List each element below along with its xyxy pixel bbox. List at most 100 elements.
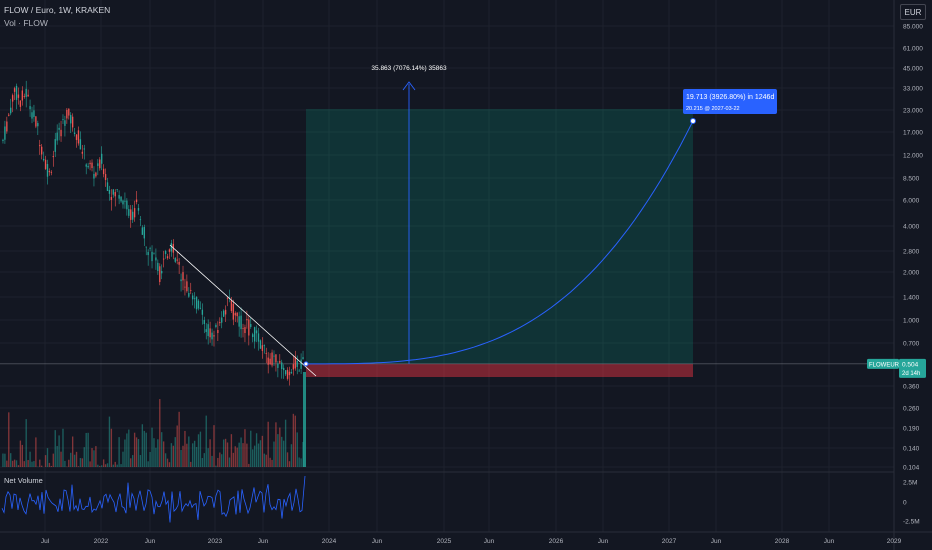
candle-body <box>234 313 236 316</box>
candle-body <box>259 340 262 349</box>
candle-body <box>174 257 176 262</box>
candle-body <box>294 356 296 369</box>
candle-body <box>244 327 246 334</box>
candle-body <box>110 196 113 200</box>
volume-bar <box>99 465 101 467</box>
x-tick-label: Jun <box>484 538 495 545</box>
volume-bar <box>91 448 93 467</box>
y-tick-label: 0.190 <box>903 426 920 433</box>
volume-bar <box>106 463 109 467</box>
volume-bar <box>101 465 103 467</box>
volume-bar <box>248 463 250 467</box>
volume-bar <box>203 453 205 467</box>
candle-body <box>298 370 300 372</box>
volume-bar <box>238 442 240 467</box>
candle-body <box>2 139 4 141</box>
volume-bar <box>122 451 124 467</box>
candle-body <box>25 88 27 97</box>
volume-bar <box>79 458 82 467</box>
volume-bar <box>234 446 236 467</box>
volume-bar <box>275 422 277 467</box>
volume-bar <box>149 451 151 467</box>
x-tick-label: Jun <box>824 538 835 545</box>
symbol-title[interactable]: FLOW / Euro, 1W, KRAKEN <box>4 5 111 15</box>
volume-bar <box>290 444 293 467</box>
candle-body <box>77 130 80 144</box>
volume-bar <box>31 461 33 467</box>
candle-body <box>267 357 269 365</box>
volume-bar <box>224 438 227 467</box>
volume-bar <box>141 424 144 467</box>
volume-bar <box>124 439 126 467</box>
volume-bar <box>215 465 217 467</box>
candle-body <box>145 246 147 248</box>
volume-bar <box>58 435 60 467</box>
y-tick-label: 1.400 <box>903 295 920 302</box>
candle-body <box>149 247 151 249</box>
x-tick-label: Jun <box>598 538 609 545</box>
y-tick-label: 2.000 <box>903 270 920 277</box>
candle-body <box>253 327 256 342</box>
candle-body <box>52 156 54 158</box>
volume-bar <box>178 411 180 467</box>
volume-bar <box>279 427 281 467</box>
volume-bar <box>155 447 157 467</box>
candle-body <box>257 333 260 342</box>
volume-bar <box>143 430 145 467</box>
volume-bar <box>83 447 85 467</box>
candle-body <box>263 345 265 347</box>
volume-bar <box>199 431 202 467</box>
volume-bar <box>118 437 120 467</box>
volume-bar <box>116 464 118 467</box>
x-tick-label: 2025 <box>437 538 452 545</box>
candle-body <box>114 192 116 197</box>
candle-body <box>182 272 184 281</box>
candle-body <box>246 318 248 321</box>
candle-body <box>56 132 58 141</box>
volume-legend[interactable]: Vol · FLOW <box>4 18 48 28</box>
volume-bar <box>102 459 105 467</box>
volume-bar <box>52 453 54 467</box>
candle-body <box>126 200 128 210</box>
candle-body <box>70 115 72 124</box>
volume-bar <box>46 448 49 467</box>
volume-bar <box>211 455 213 467</box>
candle-body <box>265 353 267 354</box>
candle-body <box>230 300 233 311</box>
candle-body <box>188 293 190 297</box>
candle-body <box>232 303 235 320</box>
y-tick-label: 0.260 <box>903 406 920 413</box>
candle-body <box>75 134 78 140</box>
candle-body <box>180 279 182 282</box>
volume-bar <box>288 461 291 467</box>
curve-label-box <box>683 89 777 114</box>
volume-bar <box>219 452 221 467</box>
candle-body <box>128 209 130 216</box>
candle-body <box>141 227 144 235</box>
volume-bar <box>192 443 194 467</box>
candle-body <box>102 168 105 175</box>
candle-body <box>143 227 145 239</box>
candle-body <box>203 320 205 324</box>
candle-body <box>95 172 97 177</box>
volume-bar <box>176 425 178 467</box>
volume-bar <box>108 416 111 467</box>
volume-bar <box>29 451 31 467</box>
candle-body <box>27 94 29 97</box>
volume-bar <box>64 460 66 467</box>
candle-body <box>64 120 66 126</box>
volume-bar <box>128 429 130 467</box>
candle-body <box>104 174 107 181</box>
y-tick-label: 12.000 <box>903 153 923 160</box>
volume-bar <box>133 432 136 467</box>
volume-bar <box>253 445 256 467</box>
volume-bar <box>85 432 87 467</box>
target-zone <box>306 109 693 364</box>
volume-bar <box>186 443 188 467</box>
volume-bar <box>27 460 29 467</box>
candle-body <box>39 144 41 147</box>
candle-body <box>302 357 304 360</box>
candle-body <box>255 330 258 334</box>
currency-button[interactable]: EUR <box>900 4 926 20</box>
